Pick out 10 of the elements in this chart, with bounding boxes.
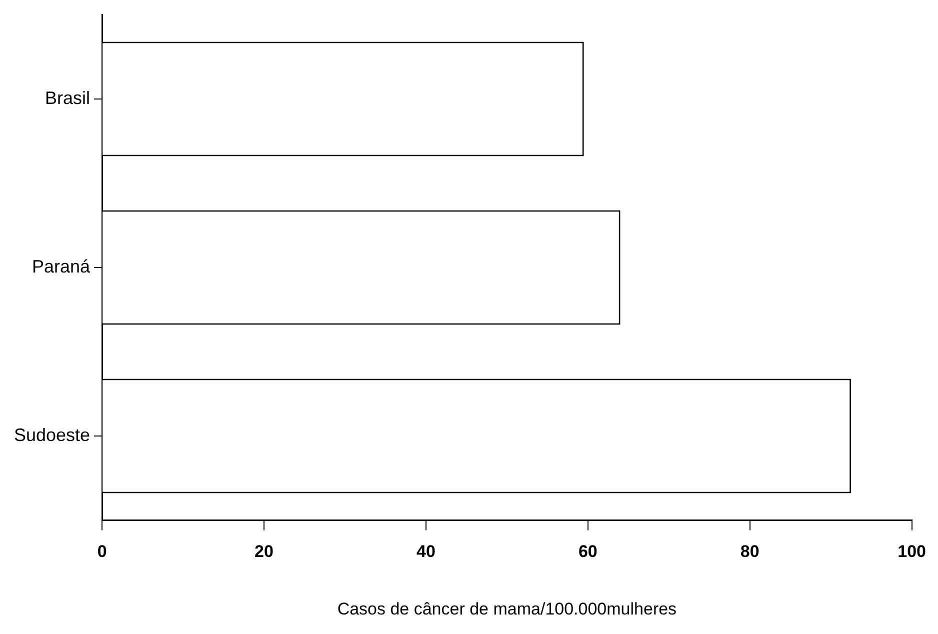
x-axis-title: Casos de câncer de mama/100.000mulheres	[337, 599, 677, 618]
x-tick-label: 40	[416, 542, 436, 562]
y-tick-label: Paraná	[32, 256, 92, 276]
y-tick-label: Sudoeste	[14, 424, 90, 445]
x-tick-label: 20	[254, 542, 274, 562]
y-tick-label: Brasil	[45, 88, 90, 108]
x-tick-label: 0	[97, 542, 107, 562]
x-tick-label: 80	[740, 542, 760, 562]
x-tick-label: 100	[898, 542, 926, 562]
x-tick-label: 60	[578, 542, 598, 562]
